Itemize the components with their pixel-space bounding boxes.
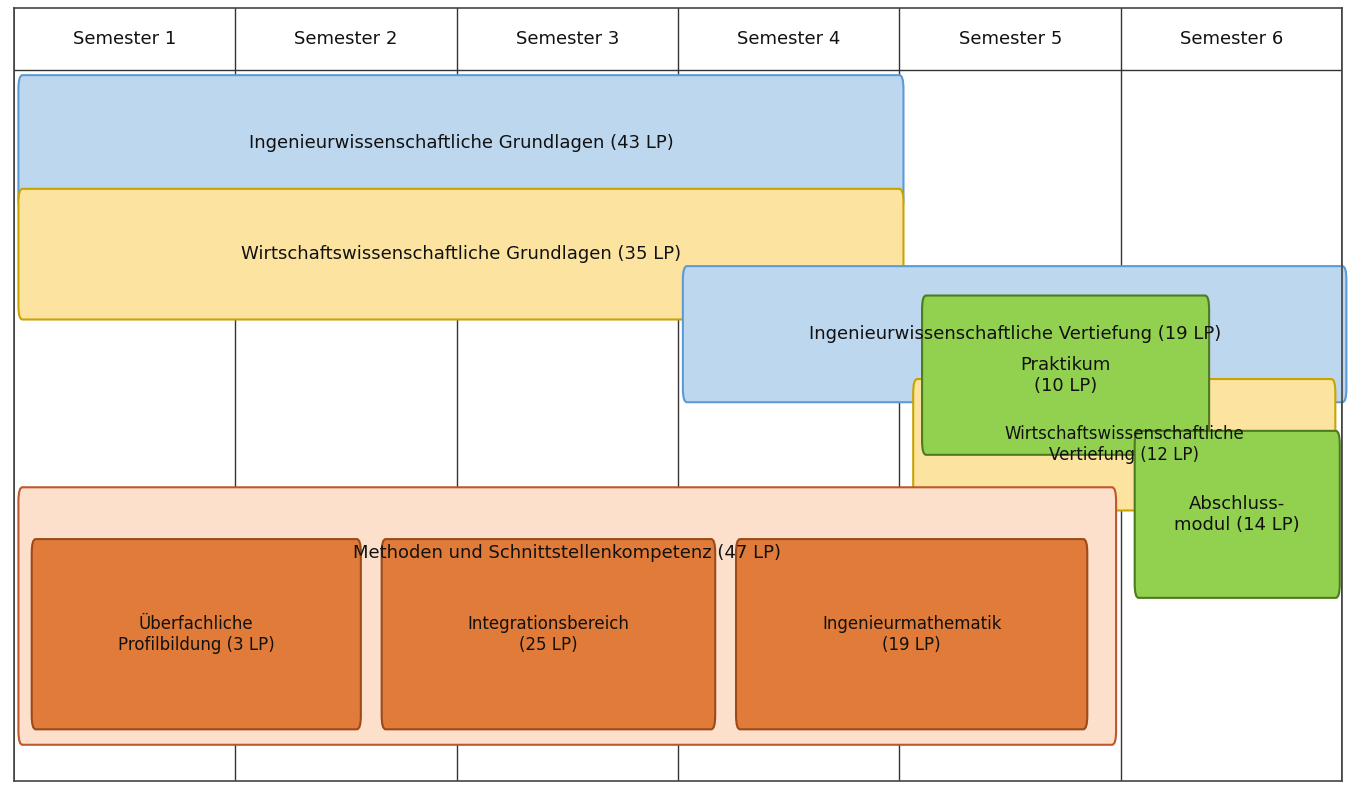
FancyBboxPatch shape [1135,431,1340,598]
Text: Wirtschaftswissenschaftliche Grundlagen (35 LP): Wirtschaftswissenschaftliche Grundlagen … [241,245,681,264]
FancyBboxPatch shape [31,539,361,729]
Text: Ingenieurwissenschaftliche Grundlagen (43 LP): Ingenieurwissenschaftliche Grundlagen (4… [248,134,674,152]
Text: Methoden und Schnittstellenkompetenz (47 LP): Methoden und Schnittstellenkompetenz (47… [354,544,781,562]
Text: Überfachliche
Profilbildung (3 LP): Überfachliche Profilbildung (3 LP) [118,615,275,653]
Text: Semester 4: Semester 4 [738,30,841,48]
Text: Praktikum
(10 LP): Praktikum (10 LP) [1021,356,1111,394]
Text: Semester 6: Semester 6 [1180,30,1283,48]
Text: Semester 1: Semester 1 [73,30,176,48]
Text: Semester 2: Semester 2 [294,30,397,48]
Text: Abschluss-
modul (14 LP): Abschluss- modul (14 LP) [1174,495,1300,533]
FancyBboxPatch shape [19,488,1116,745]
FancyBboxPatch shape [381,539,715,729]
FancyBboxPatch shape [922,296,1210,454]
FancyBboxPatch shape [19,189,903,320]
Text: Semester 5: Semester 5 [959,30,1062,48]
FancyBboxPatch shape [683,266,1347,402]
Text: Ingenieurmathematik
(19 LP): Ingenieurmathematik (19 LP) [822,615,1002,653]
FancyBboxPatch shape [19,75,903,211]
Text: Ingenieurwissenschaftliche Vertiefung (19 LP): Ingenieurwissenschaftliche Vertiefung (1… [808,325,1220,343]
Text: Integrationsbereich
(25 LP): Integrationsbereich (25 LP) [468,615,629,653]
Text: Wirtschaftswissenschaftliche
Vertiefung (12 LP): Wirtschaftswissenschaftliche Vertiefung … [1005,425,1245,464]
Text: Semester 3: Semester 3 [515,30,618,48]
FancyBboxPatch shape [913,379,1336,510]
FancyBboxPatch shape [736,539,1088,729]
